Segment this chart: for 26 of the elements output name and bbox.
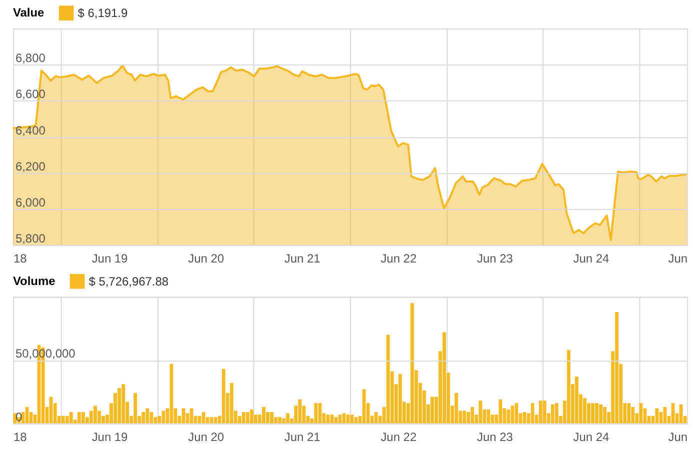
x-tick-label: Jun 24 [573,251,610,266]
x-tick-label: Jun 19 [92,430,128,444]
y-tick-label: 6,400 [15,123,46,138]
x-tick-label: Jun [668,251,688,266]
legend-label: $ 6,191.9 [78,6,128,20]
y-tick-label: 5,800 [15,231,46,246]
x-tick-label: Jun 20 [188,251,224,266]
y-tick-label: 0 [15,410,22,424]
legend-title: Volume [12,274,56,288]
y-tick-label: 6,800 [15,51,46,66]
x-tick-label: 18 [13,251,28,266]
y-tick-label: 6,200 [15,159,46,174]
x-tick-label: Jun [668,430,688,444]
x-tick-label: Jun 22 [380,430,417,444]
x-tick-label: Jun 22 [380,251,417,266]
x-tick-label: Jun 24 [573,430,610,444]
x-tick-label: Jun 23 [477,251,514,266]
x-tick-label: Jun 21 [284,430,321,444]
y-tick-label: 6,000 [15,195,46,210]
x-tick-label: Jun 21 [284,251,321,266]
x-tick-label: Jun 20 [188,430,224,444]
x-tick-label: 18 [13,430,28,444]
legend-label: $ 5,726,967.88 [88,274,169,288]
legend-title: Value [12,6,45,20]
x-tick-label: Jun 19 [92,251,128,266]
x-tick-label: Jun 23 [477,430,514,444]
